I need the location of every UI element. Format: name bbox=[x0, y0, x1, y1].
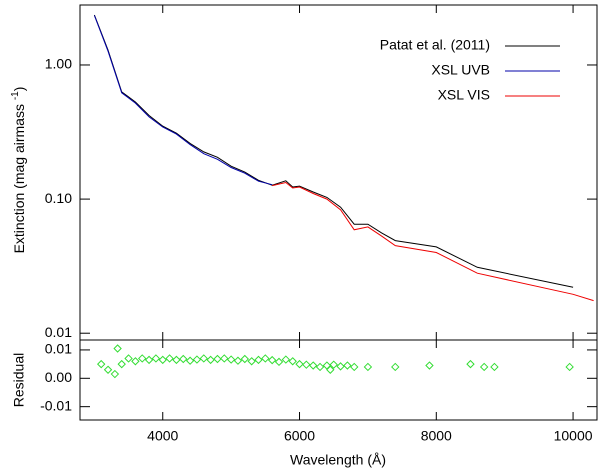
residual-point bbox=[103, 365, 113, 374]
residual-point bbox=[326, 365, 335, 374]
residual-point bbox=[144, 355, 154, 365]
residual-point bbox=[288, 357, 297, 366]
y-tick-label: 0.01 bbox=[45, 324, 72, 340]
legend-label: XSL UVB bbox=[431, 62, 490, 78]
y-tick-label: 1.00 bbox=[45, 56, 72, 72]
series-line bbox=[93, 15, 273, 186]
y-tick-label: 0.10 bbox=[45, 190, 72, 206]
axes-frame bbox=[79, 4, 598, 341]
residual-point bbox=[124, 354, 133, 363]
residual-point bbox=[233, 356, 243, 365]
residual-point bbox=[425, 361, 434, 370]
residual-point bbox=[308, 361, 318, 370]
residual-point bbox=[261, 354, 270, 363]
y-tick-label: 0.00 bbox=[45, 369, 72, 385]
x-tick-label: 10000 bbox=[554, 428, 593, 444]
series-line bbox=[272, 181, 594, 302]
residual-point bbox=[226, 355, 236, 364]
residual-point bbox=[479, 362, 489, 372]
residual-point bbox=[206, 355, 215, 365]
x-tick-label: 4000 bbox=[147, 428, 178, 444]
residual-label: Residual bbox=[11, 353, 27, 407]
y-label: Extinction (mag airmass -1) bbox=[10, 87, 27, 254]
series-line bbox=[93, 14, 574, 288]
residual-point bbox=[213, 354, 222, 364]
y-tick-label: -0.01 bbox=[40, 397, 72, 413]
residual-point bbox=[110, 369, 120, 379]
residual-point bbox=[179, 354, 188, 364]
residual-point bbox=[247, 357, 256, 366]
residual-point bbox=[274, 357, 284, 367]
residual-point bbox=[172, 355, 181, 365]
residual-point bbox=[192, 355, 202, 364]
residual-point bbox=[240, 354, 250, 364]
axes-frame bbox=[79, 339, 598, 421]
residual-point bbox=[302, 360, 311, 369]
residual-point bbox=[322, 361, 332, 370]
residual-point bbox=[158, 355, 167, 365]
residual-point bbox=[281, 355, 291, 364]
residual-point bbox=[151, 354, 161, 363]
residual-point bbox=[329, 360, 338, 369]
residual-point bbox=[363, 362, 373, 372]
residual-point bbox=[220, 354, 229, 363]
residual-point bbox=[315, 362, 325, 372]
residual-point bbox=[199, 354, 208, 363]
residual-point bbox=[185, 356, 195, 365]
residual-point bbox=[267, 355, 277, 365]
residual-point bbox=[466, 359, 475, 369]
legend-label: XSL VIS bbox=[438, 87, 490, 103]
x-tick-label: 6000 bbox=[284, 428, 315, 444]
residual-point bbox=[113, 344, 122, 353]
residual-point bbox=[165, 354, 174, 363]
residual-point bbox=[490, 362, 499, 372]
residual-point bbox=[350, 362, 359, 372]
residual-point bbox=[336, 362, 345, 371]
x-label: Wavelength (Å) bbox=[290, 452, 386, 468]
residual-point bbox=[96, 359, 106, 369]
legend-label: Patat et al. (2011) bbox=[380, 37, 490, 53]
residual-point bbox=[295, 359, 304, 369]
residual-point bbox=[254, 355, 263, 365]
residual-point bbox=[117, 359, 126, 369]
residual-point bbox=[565, 362, 574, 372]
y-tick-label: 0.01 bbox=[45, 341, 72, 357]
residual-point bbox=[131, 357, 140, 366]
residual-point bbox=[138, 354, 147, 363]
residual-point bbox=[391, 362, 400, 372]
residual-point bbox=[343, 361, 352, 370]
x-tick-label: 8000 bbox=[421, 428, 452, 444]
